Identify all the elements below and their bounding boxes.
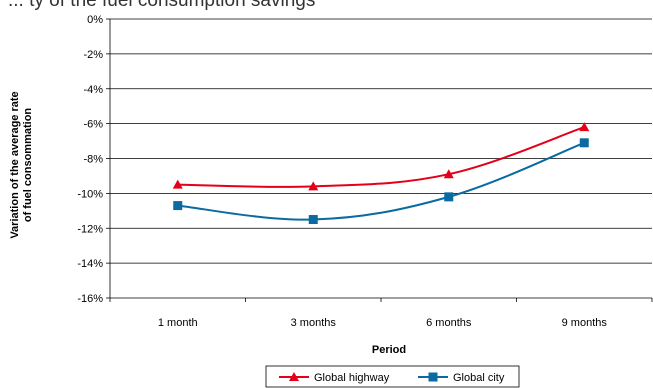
y-tick-label: -14%	[77, 258, 103, 270]
x-tick-label: 6 months	[426, 317, 472, 329]
x-tick-labels: 1 month 3 months 6 months 9 months	[158, 317, 607, 329]
legend: Global highway Global city	[265, 365, 520, 388]
y-tick-label: -6%	[83, 119, 103, 131]
series-global-highway	[172, 122, 590, 191]
series-line	[177, 126, 585, 188]
data-point	[579, 138, 589, 148]
y-tick-label: -10%	[77, 188, 103, 200]
x-axis-title: Period	[372, 344, 406, 356]
legend-items: Global highway Global city	[279, 372, 505, 384]
legend-marker	[289, 372, 299, 381]
gridlines	[110, 18, 652, 264]
y-tick-label: -16%	[77, 293, 103, 305]
x-tick-label: 3 months	[291, 317, 337, 329]
y-tick-label: -4%	[83, 84, 103, 96]
series-line	[177, 141, 585, 221]
y-axis-title-line-1: Variation of the average rate	[9, 91, 21, 238]
data-point	[444, 192, 454, 202]
data-point	[308, 181, 319, 191]
series-global-city	[173, 138, 589, 225]
data-point	[308, 215, 318, 225]
chart-title: ... ty of the fuel consumption savings	[8, 0, 315, 11]
legend-box	[265, 365, 520, 388]
x-tick-label: 9 months	[562, 317, 608, 329]
data-point	[172, 179, 183, 189]
data-point	[579, 122, 590, 132]
y-tick-label: -8%	[83, 154, 103, 166]
y-tick-label: -12%	[77, 223, 103, 235]
legend-marker	[428, 372, 438, 382]
y-tick-label: 0%	[87, 14, 103, 26]
data-point	[443, 169, 454, 179]
y-tick-labels: 0% -2% -4% -6% -8% -10% -12% -14% -16%	[77, 14, 103, 305]
legend-label: Global highway	[314, 372, 390, 384]
y-axis-title-line-2: of fuel consommation	[22, 108, 34, 223]
x-tick-label: 1 month	[158, 317, 198, 329]
data-point	[173, 201, 183, 211]
data-series	[172, 122, 590, 225]
y-tick-label: -2%	[83, 49, 103, 61]
legend-label: Global city	[453, 372, 505, 384]
axes	[106, 18, 653, 302]
